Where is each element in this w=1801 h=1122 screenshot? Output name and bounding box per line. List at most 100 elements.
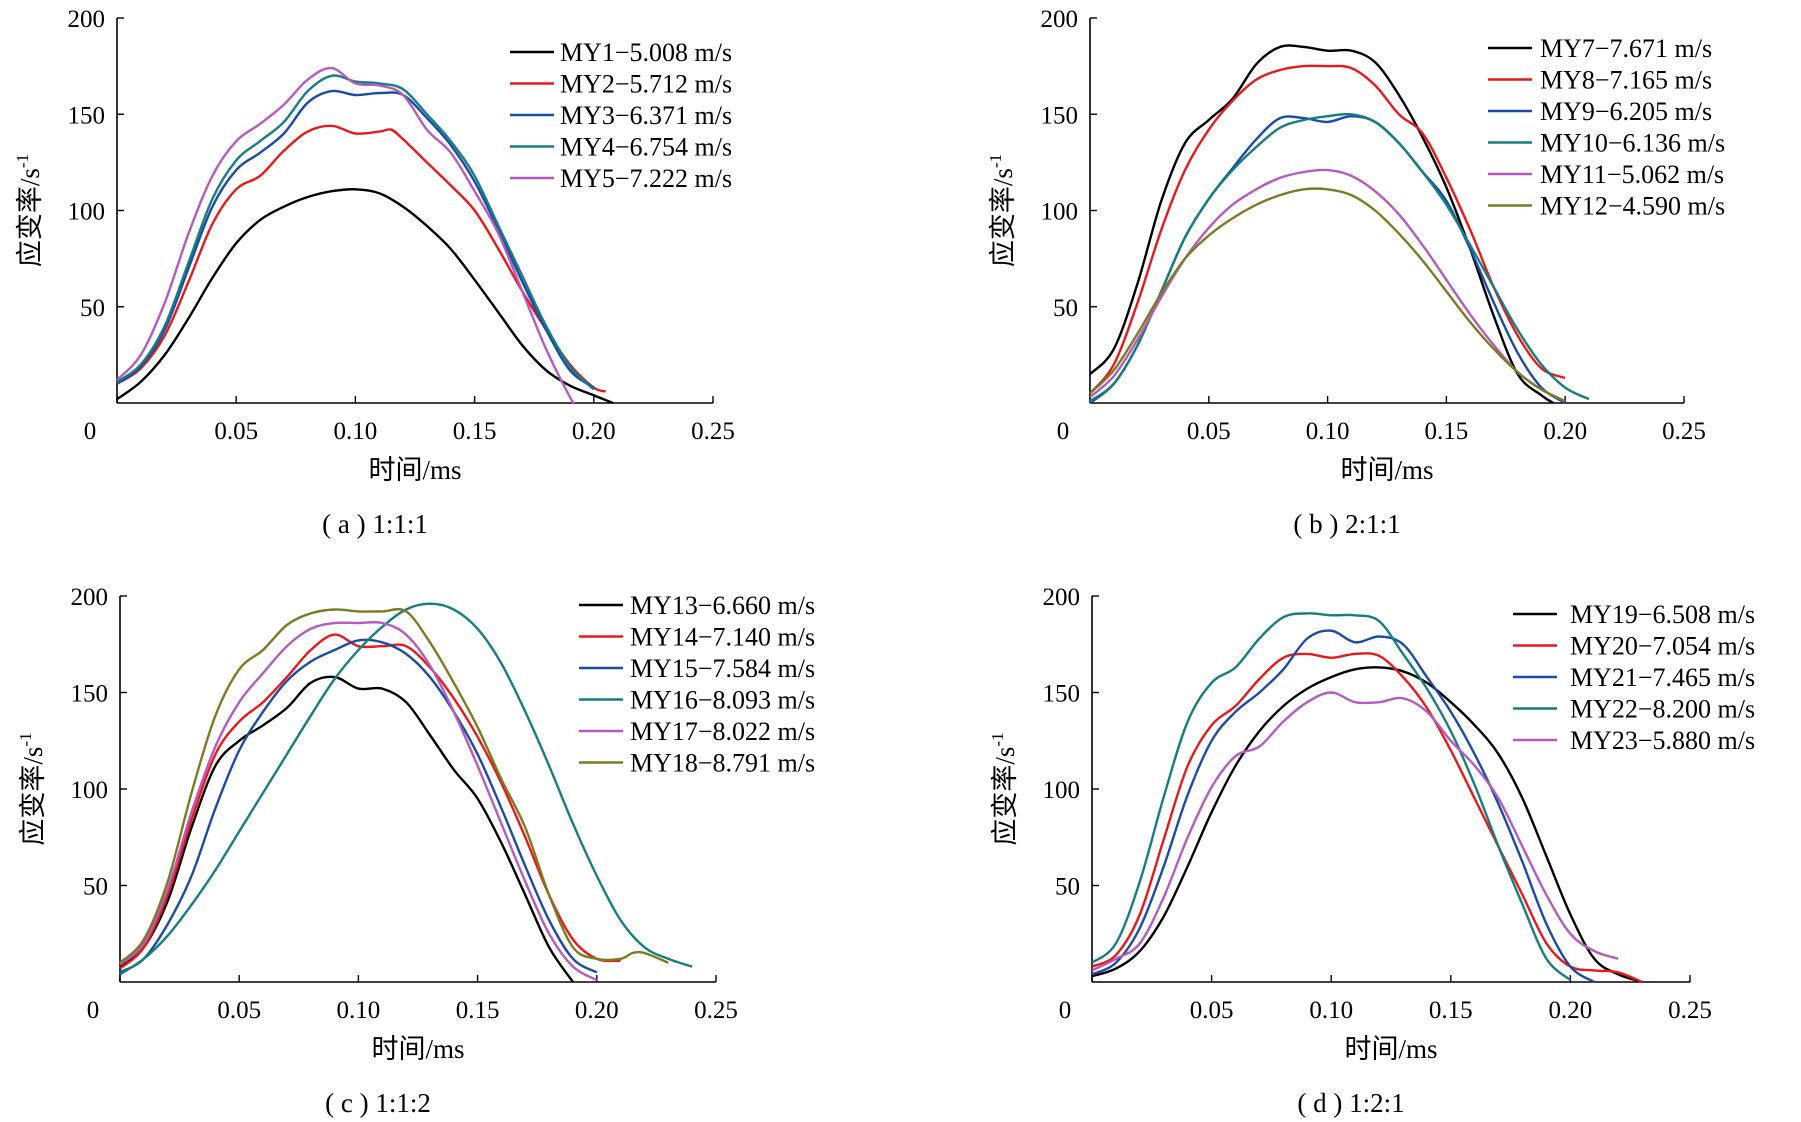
x-tick-label: 0.25	[691, 418, 735, 445]
series-line-4	[1091, 691, 1619, 972]
series-line-1	[1091, 652, 1643, 984]
y-axis-title: 应变率/s-1	[16, 732, 48, 845]
legend-label: MY10−6.136 m/s	[1540, 129, 1725, 158]
legend-label: MY11−5.062 m/s	[1540, 160, 1724, 189]
y-axis-title: 应变率/s-1	[13, 154, 45, 267]
y-axis-title-main: 应变率/s	[990, 747, 1020, 846]
series-line-1	[1089, 64, 1566, 395]
series-line-4	[116, 66, 576, 405]
y-tick-label: 50	[1055, 874, 1080, 901]
legend-label: MY4−6.754 m/s	[560, 133, 732, 162]
x-tick-label: 0.25	[1668, 997, 1712, 1024]
legend-label: MY9−6.205 m/s	[1540, 97, 1712, 126]
legend-label: MY21−7.465 m/s	[1570, 663, 1755, 692]
x-tick-label: 0.10	[337, 997, 381, 1024]
panel-caption: ( d ) 1:2:1	[1297, 1088, 1404, 1118]
series-line-5	[119, 607, 669, 964]
y-axis-title: 应变率/s-1	[988, 732, 1020, 845]
series-line-0	[1091, 666, 1643, 984]
y-axis-title-sup: -1	[988, 732, 1007, 746]
chart-panel-0: 0 0.05 0.10 0.15 0.20 0.25 50 100 150 200 时间/ms 应变率…	[13, 6, 735, 539]
x-tick-label: 0	[1057, 418, 1070, 445]
y-tick-label: 100	[68, 199, 106, 226]
legend-label: MY1−5.008 m/s	[560, 38, 732, 67]
y-tick-label: 50	[80, 295, 105, 322]
panel-caption: ( c ) 1:1:2	[325, 1088, 431, 1118]
series-line-3	[1089, 112, 1590, 403]
series-line-3	[119, 602, 693, 976]
x-tick-label: 0.20	[575, 997, 619, 1024]
x-tick-label: 0	[1059, 997, 1072, 1024]
legend-label: MY18−8.791 m/s	[630, 749, 815, 778]
series-line-0	[119, 675, 574, 983]
chart-panel-2: 0 0.05 0.10 0.15 0.20 0.25 50 100 150 200 时间/ms 应变率…	[16, 584, 815, 1118]
series-line-2	[1089, 115, 1566, 405]
x-tick-label: 0.05	[214, 418, 258, 445]
legend-label: MY17−8.022 m/s	[630, 717, 815, 746]
x-tick-label: 0.10	[1309, 997, 1353, 1024]
y-tick-label: 100	[71, 777, 109, 804]
x-tick-label: 0.05	[217, 997, 261, 1024]
y-tick-label: 100	[1043, 777, 1081, 804]
legend-label: MY5−7.222 m/s	[560, 164, 732, 193]
y-tick-label: 150	[1043, 681, 1081, 708]
legend-label: MY8−7.165 m/s	[1540, 66, 1712, 95]
y-axis-title-sup: -1	[13, 154, 32, 168]
y-tick-label: 100	[1041, 199, 1079, 226]
y-axis-title-main: 应变率/s	[988, 168, 1018, 267]
y-axis-title-main: 应变率/s	[18, 747, 48, 846]
y-tick-label: 150	[68, 102, 106, 129]
x-tick-label: 0.05	[1190, 997, 1234, 1024]
x-axis-title: 时间/ms	[1344, 1034, 1437, 1064]
x-axis-title: 时间/ms	[368, 455, 461, 485]
legend-label: MY20−7.054 m/s	[1570, 632, 1755, 661]
x-tick-label: 0	[84, 418, 97, 445]
legend-label: MY13−6.660 m/s	[630, 591, 815, 620]
y-tick-label: 200	[71, 584, 109, 611]
x-tick-label: 0.20	[572, 418, 616, 445]
x-tick-label: 0.20	[1549, 997, 1593, 1024]
x-tick-label: 0.05	[1187, 418, 1231, 445]
x-axis-title: 时间/ms	[1340, 455, 1433, 485]
series-line-2	[116, 89, 595, 389]
x-tick-label: 0.20	[1543, 418, 1587, 445]
x-tick-label: 0.15	[456, 997, 500, 1024]
y-tick-label: 200	[1041, 6, 1079, 33]
y-axis-title-sup: -1	[16, 732, 35, 746]
legend-label: MY15−7.584 m/s	[630, 654, 815, 683]
y-tick-label: 200	[68, 6, 106, 33]
x-tick-label: 0.15	[453, 418, 497, 445]
legend-label: MY12−4.590 m/s	[1540, 192, 1725, 221]
y-tick-label: 50	[83, 874, 108, 901]
x-tick-label: 0.25	[1662, 418, 1706, 445]
series-line-3	[1091, 612, 1572, 982]
series-line-4	[119, 620, 598, 982]
x-tick-label: 0.10	[1306, 418, 1350, 445]
y-axis-title-main: 应变率/s	[15, 168, 45, 267]
series-line-0	[1089, 44, 1554, 405]
series-line-1	[119, 633, 621, 970]
panel-caption: ( b ) 2:1:1	[1293, 509, 1400, 539]
chart-panel-1: 0 0.05 0.10 0.15 0.20 0.25 50 100 150 200 时间/ms 应变率…	[986, 6, 1725, 539]
series-line-4	[1089, 168, 1566, 403]
y-tick-label: 150	[1041, 102, 1079, 129]
series-line-0	[116, 188, 614, 405]
x-axis-title: 时间/ms	[371, 1034, 464, 1064]
x-tick-label: 0.25	[694, 997, 738, 1024]
series-line-2	[119, 638, 598, 974]
x-tick-label: 0.15	[1429, 997, 1473, 1024]
y-tick-label: 200	[1043, 584, 1081, 611]
y-axis-title: 应变率/s-1	[986, 154, 1018, 267]
panel-caption: ( a ) 1:1:1	[322, 509, 428, 539]
legend-label: MY16−8.093 m/s	[630, 686, 815, 715]
legend-label: MY22−8.200 m/s	[1570, 695, 1755, 724]
legend-label: MY2−5.712 m/s	[560, 70, 732, 99]
x-tick-label: 0.10	[334, 418, 378, 445]
legend-label: MY7−7.671 m/s	[1540, 34, 1712, 63]
legend-label: MY14−7.140 m/s	[630, 623, 815, 652]
legend-label: MY19−6.508 m/s	[1570, 600, 1755, 629]
x-tick-label: 0	[87, 997, 100, 1024]
series-line-1	[116, 124, 607, 393]
series-line-2	[1091, 629, 1595, 984]
